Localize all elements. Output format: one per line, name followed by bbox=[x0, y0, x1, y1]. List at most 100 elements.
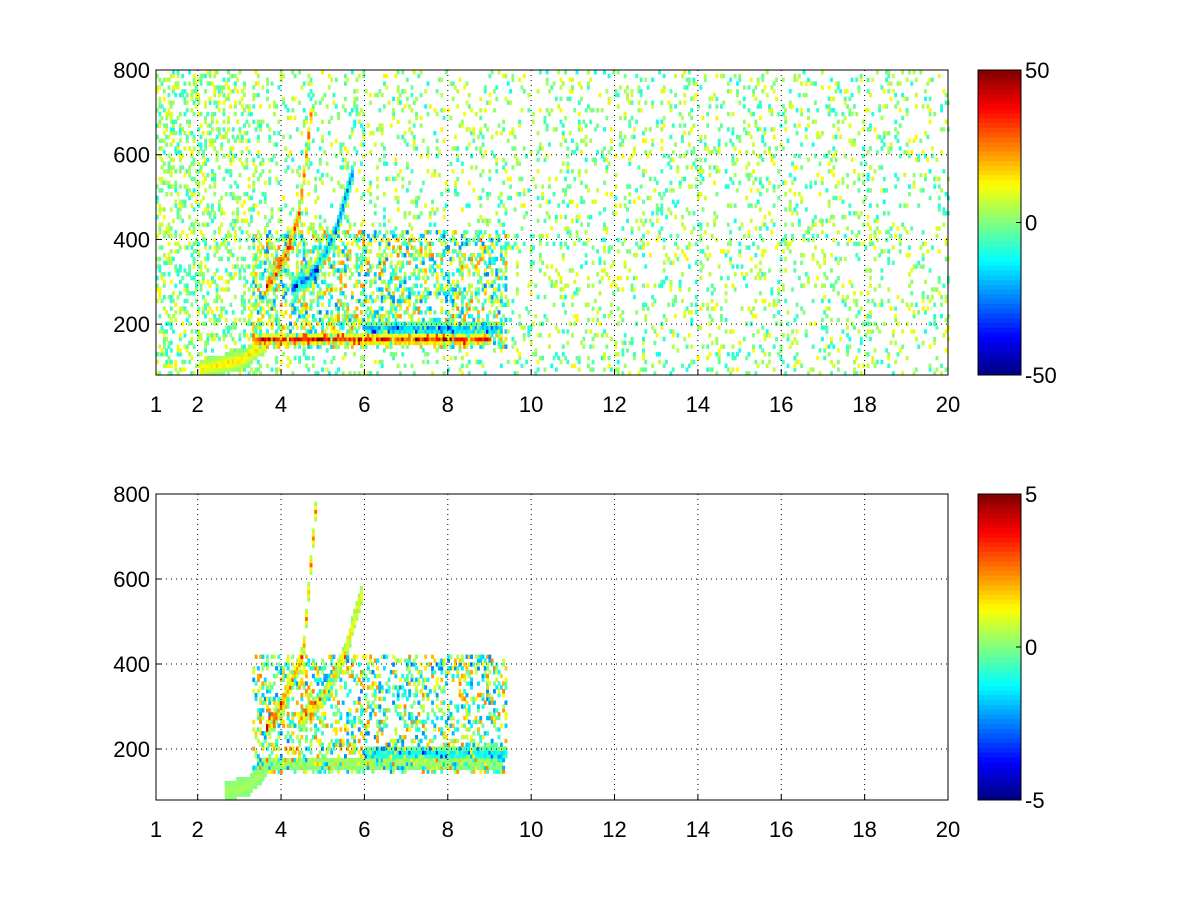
heatmap-cell bbox=[681, 298, 684, 304]
heatmap-cell bbox=[479, 256, 483, 262]
heatmap-cell bbox=[483, 291, 487, 296]
heatmap-cell bbox=[233, 363, 237, 368]
heatmap-cell bbox=[346, 214, 350, 220]
heatmap-cell bbox=[451, 298, 455, 304]
heatmap-cell bbox=[339, 150, 343, 155]
heatmap-cell bbox=[651, 77, 655, 82]
heatmap-cell bbox=[339, 260, 343, 265]
heatmap-cell bbox=[532, 119, 535, 124]
heatmap-cell bbox=[190, 245, 194, 250]
heatmap-cell bbox=[440, 310, 444, 315]
heatmap-cell bbox=[215, 85, 219, 90]
heatmap-cell bbox=[614, 92, 618, 98]
heatmap-cell bbox=[266, 253, 269, 258]
heatmap-cell bbox=[763, 142, 767, 147]
heatmap-cell bbox=[190, 203, 194, 208]
heatmap-cell bbox=[460, 260, 464, 265]
heatmap-cell bbox=[348, 226, 352, 231]
heatmap-cell bbox=[279, 77, 283, 82]
heatmap-cell bbox=[768, 150, 771, 155]
heatmap-cell bbox=[238, 352, 242, 357]
heatmap-cell bbox=[449, 314, 453, 319]
heatmap-cell bbox=[768, 352, 771, 357]
heatmap-cell bbox=[339, 249, 343, 254]
heatmap-cell bbox=[247, 321, 251, 326]
heatmap-cell bbox=[552, 127, 556, 132]
heatmap-cell bbox=[412, 325, 416, 330]
heatmap-cell bbox=[266, 363, 269, 368]
heatmap-cell bbox=[733, 355, 737, 361]
heatmap-cell bbox=[513, 207, 517, 212]
heatmap-cell bbox=[451, 233, 455, 239]
heatmap-cell bbox=[396, 172, 400, 178]
heatmap-cell bbox=[252, 245, 256, 250]
heatmap-cell bbox=[738, 253, 742, 258]
heatmap-cell bbox=[231, 195, 235, 201]
heatmap-cell bbox=[348, 268, 352, 273]
heatmap-cell bbox=[557, 104, 561, 109]
heatmap-cell bbox=[270, 367, 274, 372]
heatmap-cell bbox=[554, 283, 558, 288]
heatmap-cell bbox=[305, 142, 308, 147]
heatmap-cell bbox=[619, 314, 622, 319]
heatmap-cell bbox=[256, 325, 260, 330]
heatmap-cell bbox=[499, 253, 503, 258]
heatmap-cell bbox=[403, 310, 407, 315]
heatmap-cell bbox=[185, 245, 189, 250]
heatmap-cell bbox=[172, 184, 175, 189]
heatmap-cell bbox=[534, 314, 538, 319]
heatmap-cell bbox=[256, 317, 260, 323]
heatmap-cell bbox=[511, 146, 515, 151]
heatmap-cell bbox=[185, 169, 189, 174]
heatmap-cell bbox=[174, 359, 178, 365]
heatmap-cell bbox=[318, 310, 322, 315]
heatmap-cell bbox=[692, 81, 696, 86]
heatmap-cell bbox=[178, 352, 182, 357]
heatmap-cell bbox=[208, 359, 212, 365]
heatmap-cell bbox=[247, 298, 251, 304]
heatmap-cell bbox=[357, 279, 361, 285]
heatmap-cell bbox=[387, 317, 391, 323]
heatmap-cell bbox=[754, 359, 758, 365]
heatmap-cell bbox=[217, 100, 221, 105]
heatmap-cell bbox=[756, 272, 760, 277]
heatmap-cell bbox=[616, 371, 620, 376]
heatmap-cell bbox=[302, 165, 306, 170]
heatmap-cell bbox=[554, 325, 558, 330]
heatmap-cell bbox=[412, 329, 416, 334]
heatmap-cell bbox=[456, 268, 460, 273]
heatmap-cell bbox=[291, 272, 295, 277]
heatmap-cell bbox=[614, 195, 618, 201]
heatmap-cell bbox=[213, 192, 217, 197]
heatmap-cell bbox=[520, 363, 524, 368]
heatmap-cell bbox=[185, 291, 189, 296]
heatmap-cell bbox=[545, 81, 549, 86]
heatmap-cell bbox=[660, 119, 664, 124]
heatmap-cell bbox=[275, 249, 279, 254]
heatmap-cell bbox=[291, 241, 295, 246]
heatmap-cell bbox=[598, 279, 602, 285]
heatmap-cell bbox=[224, 310, 228, 315]
heatmap-cell bbox=[410, 108, 414, 113]
heatmap-cell bbox=[486, 340, 489, 346]
heatmap-cell bbox=[289, 340, 292, 346]
heatmap-cell bbox=[681, 176, 684, 182]
heatmap-cell bbox=[252, 302, 256, 307]
heatmap-cell bbox=[536, 89, 540, 94]
heatmap-cell bbox=[470, 336, 473, 342]
heatmap-cell bbox=[291, 283, 295, 288]
heatmap-cell bbox=[360, 340, 363, 346]
heatmap-cell bbox=[589, 138, 593, 143]
heatmap-cell bbox=[463, 333, 467, 338]
heatmap-cell bbox=[208, 123, 212, 128]
heatmap-cell bbox=[511, 127, 515, 132]
heatmap-cell bbox=[181, 199, 185, 204]
heatmap-cell bbox=[380, 268, 384, 273]
heatmap-cell bbox=[224, 359, 228, 365]
heatmap-cell bbox=[566, 161, 570, 166]
heatmap-cell bbox=[396, 195, 400, 201]
heatmap-cell bbox=[325, 253, 329, 258]
heatmap-cell bbox=[761, 222, 765, 227]
heatmap-cell bbox=[344, 340, 347, 346]
heatmap-cell bbox=[284, 333, 288, 338]
